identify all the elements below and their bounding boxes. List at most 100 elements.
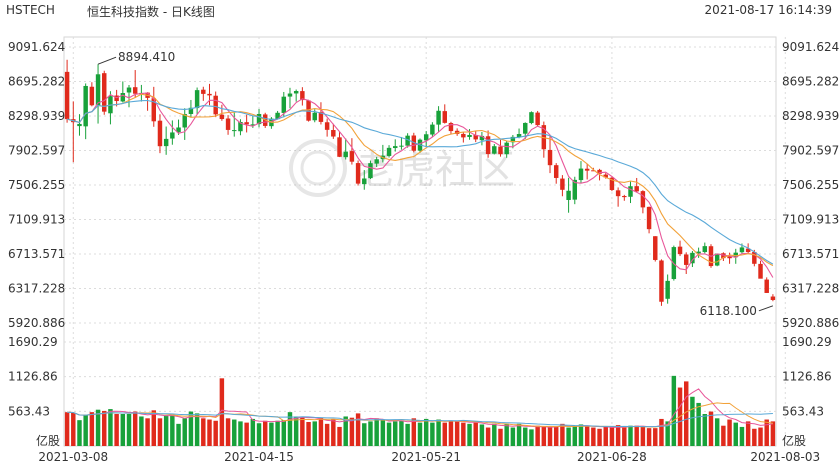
candle-body	[393, 146, 398, 149]
volume-bar	[733, 422, 738, 446]
volume-bar	[95, 409, 101, 446]
volume-bar	[584, 426, 590, 446]
volume-tick-label-left: 1690.29	[8, 335, 58, 349]
price-tick-label-left: 7902.597	[8, 144, 65, 158]
volume-bar	[349, 417, 355, 446]
volume-bar	[529, 429, 534, 446]
candle-body	[665, 280, 670, 299]
volume-bar	[510, 427, 516, 446]
volume-tick-label-left: 1126.86	[8, 370, 58, 384]
candle-body	[405, 135, 410, 146]
candle-body	[89, 86, 95, 106]
index-name-label: 恒生科技指数 - 日K线图	[87, 5, 215, 19]
low-annotation-leader	[758, 305, 774, 312]
volume-bar	[306, 422, 311, 446]
volume-bar	[362, 423, 367, 446]
candle-body	[374, 159, 379, 164]
candle-body	[318, 112, 324, 122]
price-tick-label-right: 8298.939	[782, 109, 839, 123]
volume-bar	[256, 423, 262, 446]
volume-bar	[504, 423, 509, 446]
price-tick-label-right: 7109.913	[782, 212, 839, 226]
price-tick-label-left: 8298.939	[8, 109, 65, 123]
candle-body	[702, 246, 708, 253]
volume-bar	[300, 417, 305, 446]
candle-body	[473, 134, 478, 140]
volume-bar	[547, 426, 553, 446]
volume-bar	[157, 418, 163, 446]
volume-bar	[151, 410, 157, 446]
price-ma5-line	[66, 92, 774, 278]
volume-bar	[324, 423, 330, 446]
volume-bar	[553, 426, 559, 446]
candle-body	[213, 95, 218, 115]
volume-bar	[523, 427, 528, 446]
candle-body	[677, 246, 683, 255]
candle-body	[622, 195, 627, 198]
volume-bar	[244, 422, 249, 446]
volume-bar	[275, 420, 280, 446]
volume-unit-left: 亿股	[36, 433, 60, 448]
date-tick-label: 2021-05-21	[391, 450, 461, 464]
candle-body	[609, 177, 615, 190]
axis-layer: 9091.624 9091.624 8695.282 8695.282 8298.939…	[8, 40, 839, 464]
volume-bar	[566, 427, 571, 446]
volume-bar	[442, 422, 447, 446]
volume-bar	[287, 412, 293, 446]
price-tick-label-left: 6713.571	[8, 247, 65, 261]
volume-layer	[64, 375, 776, 446]
candle-body	[238, 122, 243, 132]
candle-body	[615, 190, 621, 197]
volume-bar	[219, 378, 225, 446]
price-ma20-line	[66, 99, 774, 265]
candle-body	[714, 253, 720, 266]
candle-body	[634, 186, 639, 192]
volume-tick-label-right: 563.43	[782, 404, 824, 418]
candle-body	[293, 91, 299, 94]
volume-bar	[399, 420, 404, 446]
volume-bar	[714, 418, 720, 446]
volume-tick-label-right: 1126.86	[782, 370, 832, 384]
candle-body	[188, 107, 194, 114]
candle-body	[300, 91, 305, 101]
price-tick-label-right: 6317.228	[782, 282, 839, 296]
candle-body	[201, 89, 206, 94]
volume-bar	[114, 414, 119, 446]
volume-bar	[312, 421, 317, 446]
candle-body	[436, 110, 441, 125]
candle-body	[244, 122, 249, 125]
tiger-logo-icon	[289, 139, 347, 197]
volume-bar	[207, 419, 212, 446]
price-tick-label-right: 5920.886	[782, 316, 839, 330]
volume-bar	[745, 421, 751, 446]
candle-body	[126, 87, 132, 93]
candle-body	[578, 168, 584, 181]
price-tick-label-right: 9091.624	[782, 40, 839, 54]
price-tick-label-left: 7109.913	[8, 212, 65, 226]
volume-bar	[238, 421, 243, 446]
volume-bar	[758, 427, 763, 446]
grid-layer	[63, 36, 786, 447]
volume-bar	[89, 412, 95, 446]
candle-body	[423, 134, 429, 141]
volume-bar	[683, 381, 689, 446]
price-tick-label-right: 7902.597	[782, 144, 839, 158]
timestamp-label: 2021-08-17 16:14:39	[704, 3, 832, 17]
candle-body	[182, 114, 187, 128]
volume-bar	[634, 425, 639, 446]
candle-body	[132, 87, 138, 94]
volume-bar	[603, 426, 608, 446]
volume-bar	[331, 419, 336, 446]
annotation-layer: 8894.410 6118.100	[97, 50, 774, 318]
volume-bar	[622, 427, 627, 446]
volume-bar	[232, 419, 237, 446]
candle-body	[442, 111, 447, 123]
volume-bar	[120, 414, 126, 446]
volume-bar	[597, 428, 602, 446]
volume-bar	[262, 420, 268, 446]
candle-body	[572, 179, 578, 200]
candle-body	[157, 120, 163, 147]
volume-bar	[739, 426, 745, 446]
